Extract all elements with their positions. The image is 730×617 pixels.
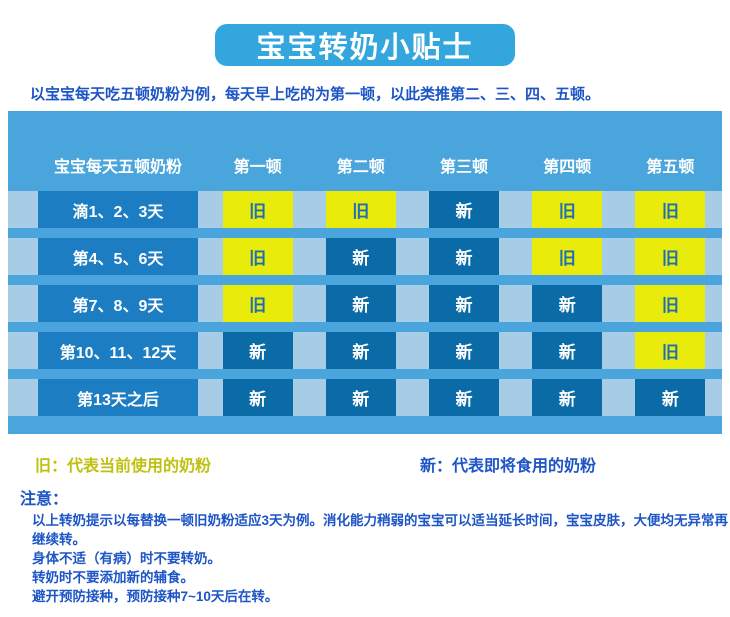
table-row-days-7-9: 第7、8、9天 旧 新 新 新 旧 <box>8 285 722 322</box>
header-cell-meal-2: 第二顿 <box>336 159 385 176</box>
row-label: 第13天之后 <box>38 379 198 416</box>
meal-cell: 新 <box>325 332 396 369</box>
meal-cell: 新 <box>222 332 293 369</box>
meal-cell: 旧 <box>635 238 706 275</box>
meal-cell: 新 <box>532 285 603 322</box>
meal-cell: 新 <box>429 238 499 275</box>
meal-cell: 旧 <box>635 191 706 228</box>
meal-cell: 新 <box>222 379 293 416</box>
note-line: 避开预防接种，预防接种7~10天后在转。 <box>32 589 279 604</box>
meal-cell: 新 <box>429 332 499 369</box>
note-line: 以上转奶提示以每替换一顿旧奶粉适应3天为例。消化能力稍弱的宝宝可以适当延长时间，… <box>32 513 729 547</box>
subtitle: 以宝宝每天吃五顿奶粉为例，每天早上吃的为第一顿，以此类推第二、三、四、五顿。 <box>30 86 601 103</box>
legend: 旧：代表当前使用的奶粉 新：代表即将食用的奶粉 <box>0 452 730 476</box>
header-cell-meal-1: 第一顿 <box>233 159 282 176</box>
table-row-days-4-6: 第4、5、6天 旧 新 新 旧 旧 <box>8 238 722 275</box>
note-line: 转奶时不要添加新的辅食。 <box>32 570 194 585</box>
meal-cell: 新 <box>532 379 603 416</box>
meal-cell: 旧 <box>222 191 293 228</box>
meal-cell: 新 <box>532 332 603 369</box>
page-title-text: 宝宝转奶小贴士 <box>256 32 474 64</box>
meal-cell: 新 <box>325 379 396 416</box>
header-cell-meal-4: 第四顿 <box>543 159 592 176</box>
note-line: 身体不适（有病）时不要转奶。 <box>32 551 221 566</box>
meal-cell: 旧 <box>532 238 603 275</box>
meal-cell: 新 <box>325 238 396 275</box>
row-label: 第10、11、12天 <box>38 332 198 369</box>
row-label: 第4、5、6天 <box>38 238 198 275</box>
meal-cell: 旧 <box>325 191 396 228</box>
header-cell-meal-3: 第三顿 <box>440 159 489 176</box>
meal-cell: 旧 <box>222 238 293 275</box>
table-row-after-day-13: 第13天之后 新 新 新 新 新 <box>8 379 722 416</box>
row-label: 第7、8、9天 <box>38 285 198 322</box>
header-cell-meal-5: 第五顿 <box>646 159 695 176</box>
page-title: 宝宝转奶小贴士 <box>215 24 515 66</box>
meal-cell: 新 <box>325 285 396 322</box>
meal-cell: 旧 <box>635 332 706 369</box>
header-cell-meals: 宝宝每天五顿奶粉 <box>53 159 182 176</box>
meal-cell: 旧 <box>222 285 293 322</box>
legend-new: 新：代表即将食用的奶粉 <box>420 458 597 475</box>
meal-cell: 新 <box>429 285 499 322</box>
meal-cell: 新 <box>429 379 499 416</box>
table-row-days-10-12: 第10、11、12天 新 新 新 新 旧 <box>8 332 722 369</box>
meal-cell: 新 <box>635 379 706 416</box>
table-row-days-1-3: 滴1、2、3天 旧 旧 新 旧 旧 <box>8 191 722 228</box>
table-header-row: 宝宝每天五顿奶粉 第一顿 第二顿 第三顿 第四顿 第五顿 <box>8 111 722 191</box>
legend-old: 旧：代表当前使用的奶粉 <box>35 458 212 475</box>
meal-cell: 旧 <box>635 285 706 322</box>
notes-heading: 注意： <box>20 491 69 508</box>
row-label: 滴1、2、3天 <box>38 191 198 228</box>
meal-cell: 旧 <box>532 191 603 228</box>
meal-cell: 新 <box>429 191 499 228</box>
schedule-table: 宝宝每天五顿奶粉 第一顿 第二顿 第三顿 第四顿 第五顿 滴1、2、3天 旧 旧… <box>8 111 722 434</box>
